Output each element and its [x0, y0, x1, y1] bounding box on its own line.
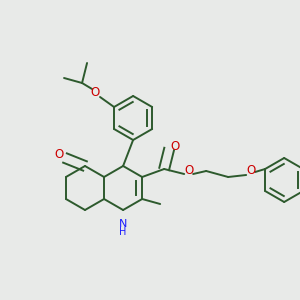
- Text: O: O: [90, 85, 100, 98]
- Text: H: H: [119, 227, 127, 237]
- Text: N: N: [119, 219, 127, 229]
- Text: O: O: [247, 164, 256, 176]
- Text: O: O: [184, 164, 194, 176]
- Text: O: O: [170, 140, 180, 152]
- Text: O: O: [54, 148, 64, 161]
